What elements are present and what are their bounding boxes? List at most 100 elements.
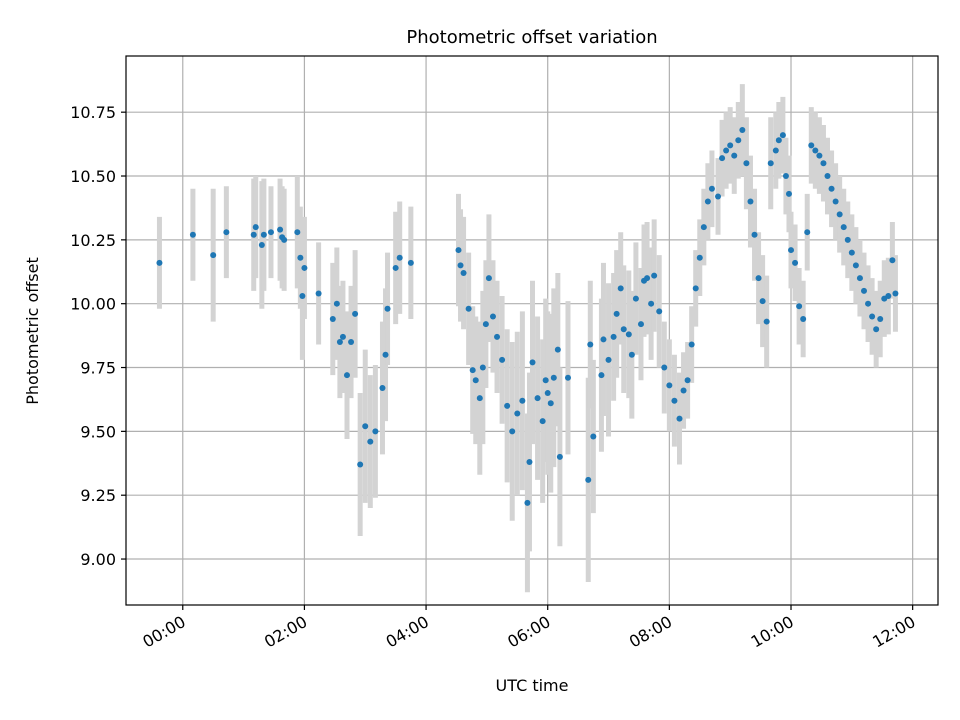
data-point — [333, 300, 340, 307]
data-point — [792, 259, 799, 266]
data-point — [277, 226, 284, 233]
data-point — [860, 287, 867, 294]
data-point — [600, 336, 607, 343]
data-point — [715, 193, 722, 200]
data-point — [779, 132, 786, 139]
data-point — [816, 152, 823, 159]
data-point — [396, 254, 403, 261]
y-axis-title: Photometric offset — [23, 257, 42, 405]
data-point — [297, 254, 304, 261]
data-point — [727, 142, 734, 149]
data-point — [785, 190, 792, 197]
data-point — [524, 499, 531, 506]
data-point — [252, 224, 259, 231]
data-point — [885, 293, 892, 300]
data-point — [620, 326, 627, 333]
data-point — [848, 249, 855, 256]
data-point — [704, 198, 711, 205]
y-axis-ticks: 9.00 9.25 9.50 9.75 10.00 10.25 10.50 10.75 — [70, 103, 126, 569]
data-point — [788, 247, 795, 254]
data-point — [372, 428, 379, 435]
data-point — [539, 418, 546, 425]
data-point — [343, 372, 350, 379]
data-point — [767, 160, 774, 167]
data-point — [840, 224, 847, 231]
data-point — [392, 264, 399, 271]
data-point — [808, 142, 815, 149]
data-point — [465, 305, 472, 312]
data-point — [892, 290, 899, 297]
data-point — [267, 229, 274, 236]
data-point — [156, 259, 163, 266]
plot-frame — [125, 55, 939, 606]
data-point — [889, 257, 896, 264]
data-point — [469, 367, 476, 374]
data-point — [455, 247, 462, 254]
data-point — [877, 316, 884, 323]
data-point — [348, 338, 355, 345]
data-point — [598, 372, 605, 379]
data-point — [367, 438, 374, 445]
data-point — [743, 160, 750, 167]
data-point — [735, 137, 742, 144]
data-point — [804, 229, 811, 236]
data-point — [407, 259, 414, 266]
data-point — [384, 305, 391, 312]
data-point — [260, 231, 267, 238]
data-point — [547, 400, 554, 407]
data-point — [526, 459, 533, 466]
data-point — [747, 198, 754, 205]
data-point — [832, 198, 839, 205]
data-point — [666, 382, 673, 389]
data-point — [362, 423, 369, 430]
y-tick-label: 9.25 — [80, 486, 116, 505]
data-point — [352, 310, 359, 317]
data-point — [529, 359, 536, 366]
data-point — [796, 303, 803, 310]
data-point — [873, 326, 880, 333]
data-point — [844, 236, 851, 243]
data-point — [671, 397, 678, 404]
data-point — [590, 433, 597, 440]
data-point — [504, 402, 511, 409]
data-point — [554, 346, 561, 353]
y-tick-label: 9.50 — [80, 422, 116, 441]
data-point — [628, 351, 635, 358]
y-tick-label: 9.00 — [80, 550, 116, 569]
x-axis-title: UTC time — [496, 676, 569, 695]
y-tick-label: 10.00 — [70, 295, 116, 314]
data-points — [156, 127, 899, 506]
data-point — [210, 252, 217, 259]
data-point — [610, 333, 617, 340]
data-point — [637, 321, 644, 328]
data-point — [852, 262, 859, 269]
data-point — [632, 295, 639, 302]
data-point — [556, 453, 563, 460]
data-point — [281, 236, 288, 243]
data-point — [519, 397, 526, 404]
data-point — [688, 341, 695, 348]
data-point — [708, 185, 715, 192]
data-point — [723, 147, 730, 154]
y-tick-label: 10.75 — [70, 103, 116, 122]
data-point — [339, 333, 346, 340]
data-point — [684, 377, 691, 384]
data-point — [772, 147, 779, 154]
data-point — [250, 231, 257, 238]
data-point — [824, 173, 831, 180]
data-point — [509, 428, 516, 435]
data-point — [644, 275, 651, 282]
data-point — [731, 152, 738, 159]
chart-title: Photometric offset variation — [406, 27, 657, 48]
data-point — [700, 224, 707, 231]
data-point — [258, 241, 265, 248]
data-point — [656, 308, 663, 315]
data-point — [382, 351, 389, 358]
data-point — [489, 313, 496, 320]
y-tick-label: 10.25 — [70, 231, 116, 250]
data-point — [836, 211, 843, 218]
data-point — [499, 356, 506, 363]
data-point — [534, 395, 541, 402]
data-point — [763, 318, 770, 325]
